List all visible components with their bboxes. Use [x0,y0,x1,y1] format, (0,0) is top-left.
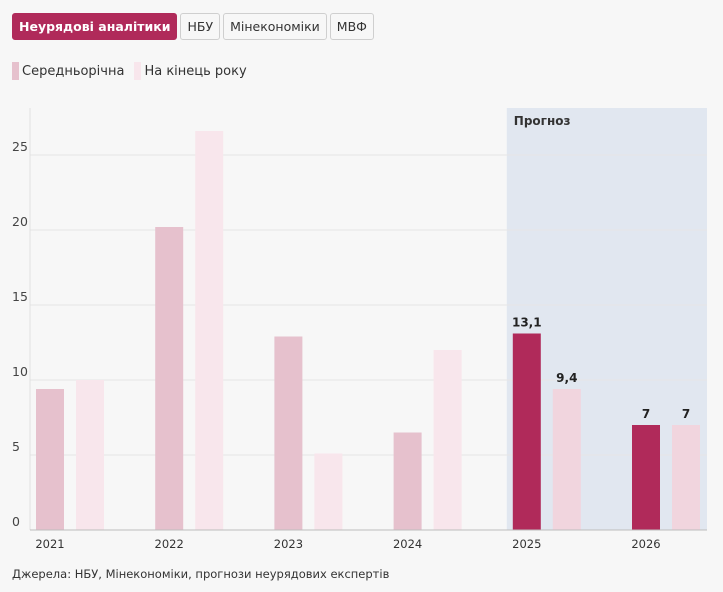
legend-swatch-end-of-year [134,62,142,80]
y-tick-label-20: 20 [12,214,28,229]
tab-nbu[interactable]: НБУ [180,13,221,40]
y-tick-label-15: 15 [12,289,28,304]
source-note: Джерела: НБУ, Мінекономіки, прогнози неу… [12,567,390,581]
bar-average-2024 [393,432,422,530]
source-tabs: Неурядові аналітики НБУ Мінекономіки МВФ [12,13,374,40]
data-label-end-of-year-2026: 7 [682,407,690,421]
x-tick-label-2021: 2021 [35,537,64,551]
x-tick-label-2022: 2022 [155,537,184,551]
y-tick-label-5: 5 [12,439,20,454]
tab-ministry-of-economy[interactable]: Мінекономіки [223,13,327,40]
bar-end-of-year-2023 [314,453,343,530]
y-tick-label-10: 10 [12,364,28,379]
bar-end-of-year-2024 [433,350,462,530]
bar-average-2022 [155,227,184,530]
data-label-average-2026: 7 [642,407,650,421]
bar-end-of-year-2026 [672,425,700,530]
x-tick-label-2026: 2026 [631,537,660,551]
bar-end-of-year-2021 [76,380,104,530]
x-tick-label-2023: 2023 [274,537,303,551]
legend-swatch-average [12,62,19,80]
x-tick-label-2025: 2025 [512,537,541,551]
x-tick-label-2024: 2024 [393,537,422,551]
bar-end-of-year-2022 [195,131,224,530]
legend-item-end-of-year: На кінець року [134,62,247,80]
tab-imf[interactable]: МВФ [329,13,374,40]
bar-average-2021 [36,389,64,530]
bar-end-of-year-2025 [552,389,581,530]
data-label-average-2025: 13,1 [512,316,542,330]
chart-legend: Середньорічна На кінець року [12,62,247,80]
legend-item-average: Середньорічна [12,62,124,80]
y-tick-label-0: 0 [12,514,20,529]
forecast-label: Прогноз [514,114,571,128]
legend-label-end-of-year: На кінець року [144,63,247,79]
y-tick-label-25: 25 [12,139,28,154]
bar-average-2025 [512,333,541,530]
bar-average-2023 [274,336,303,530]
tab-non-government-analysts[interactable]: Неурядові аналітики [12,13,178,40]
bar-average-2026 [632,425,660,530]
legend-label-average: Середньорічна [22,63,125,79]
data-label-end-of-year-2025: 9,4 [556,371,577,385]
